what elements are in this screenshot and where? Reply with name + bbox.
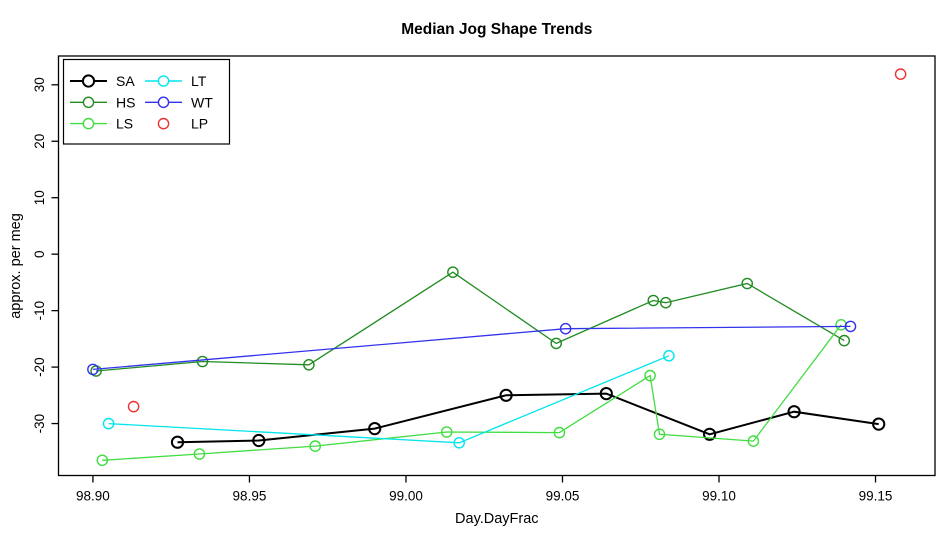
data-point-SA <box>703 427 717 441</box>
data-point-LP <box>127 400 140 413</box>
legend-marker-LT <box>157 75 170 87</box>
data-point-LS <box>747 435 760 447</box>
series-line-LT <box>108 355 670 444</box>
chart-title: Median Jog Shape Trends <box>401 21 592 38</box>
data-point-LS <box>653 428 666 441</box>
legend-marker-SA <box>81 74 96 88</box>
data-point-LS <box>440 426 453 438</box>
x-tick-label: 98.90 <box>76 489 110 504</box>
y-tick-label: 10 <box>32 190 47 205</box>
legend-label-SA: SA <box>116 73 135 89</box>
legend-item-HS: HS <box>70 94 135 110</box>
legend-label-LT: LT <box>191 73 207 89</box>
series-HS <box>90 266 851 377</box>
legend-item-LP: LP <box>157 116 208 132</box>
legend-marker-HS <box>82 96 95 109</box>
data-point-SA <box>599 387 613 401</box>
legend-marker-LP <box>157 117 170 130</box>
data-point-SA <box>368 422 382 436</box>
data-point-LS <box>835 318 847 331</box>
data-point-SA <box>170 435 185 449</box>
data-point-HS <box>660 296 672 309</box>
legend-item-LT: LT <box>145 73 207 89</box>
y-tick-label: 0 <box>32 250 47 258</box>
y-tick-label: 30 <box>32 77 47 92</box>
data-point-HS <box>303 358 315 371</box>
data-point-LS <box>309 440 322 452</box>
y-axis-label: approx. per meg <box>8 213 24 319</box>
legend-item-LS: LS <box>70 116 133 132</box>
legend-label-LS: LS <box>116 116 133 132</box>
data-point-SA <box>872 417 886 431</box>
legend-item-WT: WT <box>145 94 213 110</box>
legend-label-WT: WT <box>191 94 213 110</box>
data-point-LT <box>102 417 115 430</box>
y-tick-label: 20 <box>32 134 47 149</box>
axes-layer: 98.90 98.95 99.00 99.05 99.10 99.15 -30 -20 -10 0… <box>32 55 936 504</box>
plot-border <box>57 55 936 477</box>
legend-marker-WT <box>157 96 170 109</box>
data-point-SA <box>499 388 513 402</box>
legend-label-LP: LP <box>191 116 208 132</box>
data-point-SA <box>252 433 266 448</box>
data-point-WT <box>559 322 572 335</box>
series-line-SA <box>177 392 879 444</box>
data-point-WT <box>844 320 857 333</box>
data-point-HS <box>447 266 459 279</box>
data-point-LS <box>193 448 206 460</box>
series-LS <box>96 318 847 467</box>
y-tick-label: -20 <box>32 357 47 377</box>
data-point-LT <box>663 349 675 362</box>
x-tick-label: 99.00 <box>389 489 423 504</box>
y-tick-label: -10 <box>32 301 47 321</box>
data-point-LT <box>453 436 466 449</box>
data-point-LS <box>96 454 109 467</box>
y-tick-label: -30 <box>32 414 47 434</box>
series-line-HS <box>96 271 845 372</box>
x-tick-label: 99.10 <box>702 489 736 504</box>
x-tick-label: 98.95 <box>233 489 267 504</box>
series-SA <box>170 387 886 449</box>
series-line-LS <box>102 324 842 461</box>
series-layer <box>87 68 907 467</box>
legend-label-HS: HS <box>116 94 135 110</box>
legend-layer: SA HS LS LT WT LP <box>62 58 231 145</box>
x-tick-label: 99.15 <box>859 489 893 504</box>
data-point-SA <box>787 405 801 419</box>
data-point-HS <box>647 294 660 307</box>
data-point-WT <box>87 363 99 376</box>
x-axis-label: Day.DayFrac <box>455 511 539 527</box>
series-WT <box>87 320 857 376</box>
legend-item-SA: SA <box>70 73 135 89</box>
data-point-LS <box>644 369 656 382</box>
data-point-HS <box>550 337 563 350</box>
x-tick-label: 99.05 <box>546 489 580 504</box>
data-point-LS <box>553 426 566 439</box>
data-point-HS <box>741 277 754 290</box>
series-LT <box>102 349 675 449</box>
series-line-WT <box>92 325 851 371</box>
data-point-HS <box>838 334 851 347</box>
series-LP <box>127 68 907 413</box>
data-point-HS <box>196 355 209 368</box>
data-point-LP <box>894 68 907 80</box>
legend-marker-LS <box>82 117 95 130</box>
